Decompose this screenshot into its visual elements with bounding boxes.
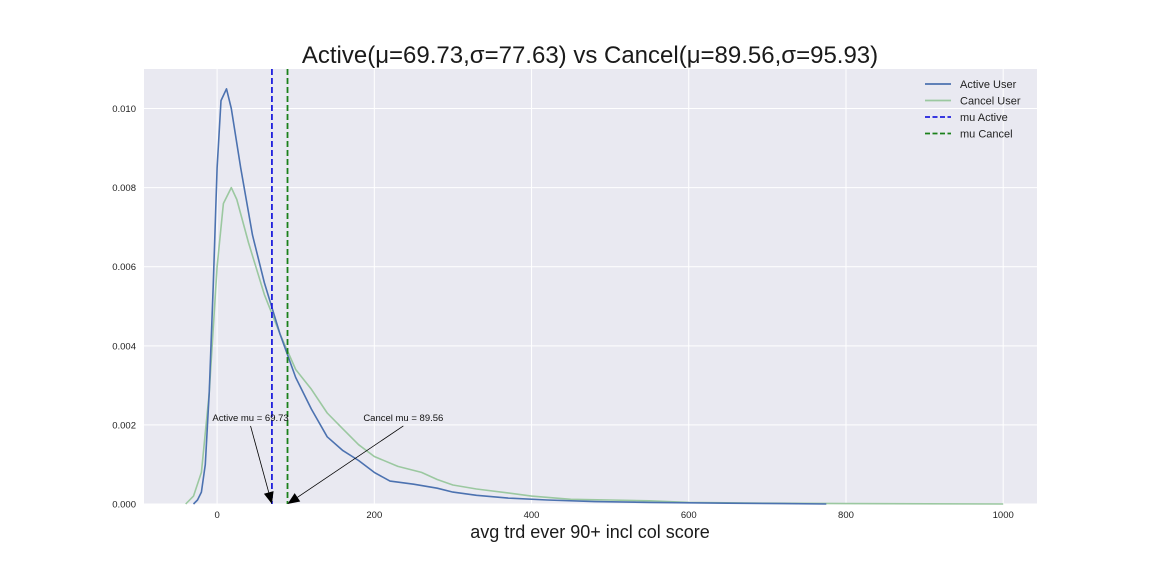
y-tick-labels: 0.000 0.002 0.004 0.006 0.008 0.010 [112, 104, 136, 510]
legend-label: mu Cancel [960, 129, 1013, 141]
series-layer [185, 88, 1004, 505]
annotation-arrowhead [263, 491, 274, 504]
plot-area [144, 69, 1037, 504]
y-tick-label: 0.010 [112, 104, 136, 115]
legend-label: Active User [960, 79, 1017, 91]
x-axis-label: avg trd ever 90+ incl col score [470, 522, 710, 542]
x-tick-labels: 0 200 400 600 800 1000 [214, 510, 1013, 521]
annotation-label: Cancel mu = 89.56 [363, 413, 443, 424]
series-line-cancel-user [185, 186, 1004, 505]
x-tick-label: 200 [366, 510, 382, 521]
series-line-active-user [192, 88, 827, 505]
x-tick-label: 1000 [993, 510, 1014, 521]
annotation-arrowhead [287, 493, 301, 504]
annotation-arrow-line [250, 425, 270, 493]
y-tick-label: 0.004 [112, 341, 136, 352]
mean-lines [271, 69, 289, 504]
x-tick-label: 600 [681, 510, 697, 521]
x-tick-label: 800 [838, 510, 854, 521]
y-tick-label: 0.002 [112, 420, 136, 431]
annotation-arrow-line [297, 425, 404, 498]
grid-lines [144, 69, 1037, 505]
y-tick-label: 0.000 [112, 500, 136, 511]
legend-label: mu Active [960, 112, 1008, 124]
y-tick-label: 0.006 [112, 262, 136, 273]
annotation-label: Active mu = 69.73 [212, 413, 288, 424]
x-tick-label: 0 [214, 510, 219, 521]
legend: Active User Cancel User mu Active mu Cancel [925, 79, 1021, 141]
x-tick-label: 400 [524, 510, 540, 521]
chart-title: Active(μ=69.73,σ=77.63) vs Cancel(μ=89.5… [302, 42, 878, 69]
annotations: Active mu = 69.73 Cancel mu = 89.56 [212, 413, 443, 504]
y-tick-label: 0.008 [112, 183, 136, 194]
legend-label: Cancel User [960, 96, 1021, 108]
